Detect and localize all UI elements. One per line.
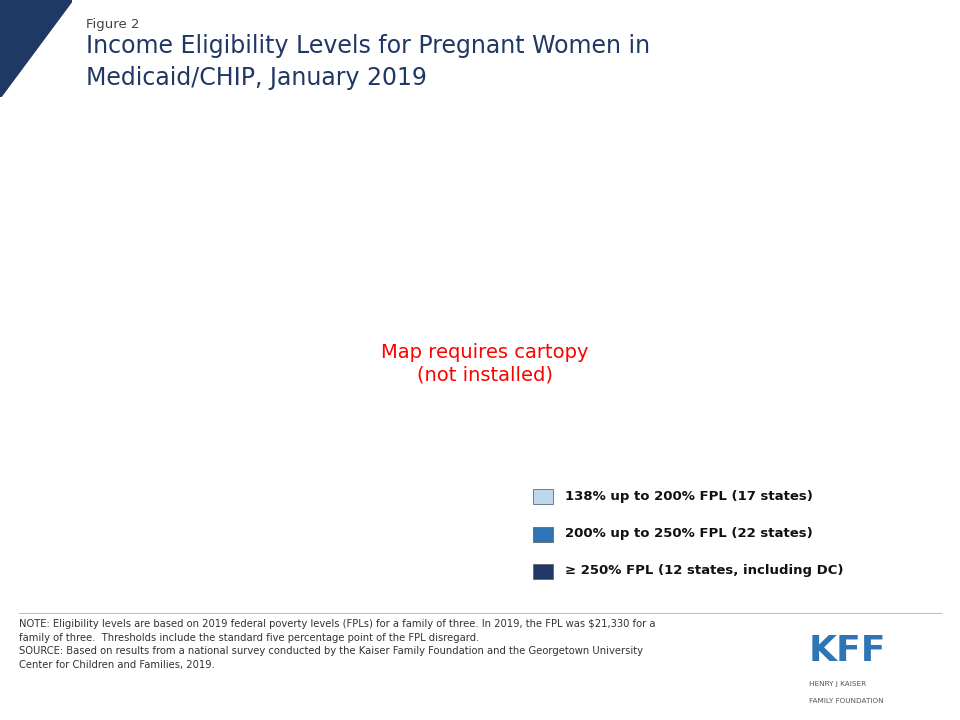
Text: KFF: KFF: [808, 634, 886, 668]
Text: ≥ 250% FPL (12 states, including DC): ≥ 250% FPL (12 states, including DC): [565, 564, 844, 577]
Text: Medicaid/CHIP, January 2019: Medicaid/CHIP, January 2019: [86, 66, 427, 90]
Text: 138% up to 200% FPL (17 states): 138% up to 200% FPL (17 states): [565, 490, 813, 503]
Polygon shape: [0, 0, 72, 97]
Text: 200% up to 250% FPL (22 states): 200% up to 250% FPL (22 states): [565, 527, 813, 540]
Text: FAMILY FOUNDATION: FAMILY FOUNDATION: [808, 698, 883, 704]
Text: Figure 2: Figure 2: [86, 18, 140, 31]
Text: Map requires cartopy
(not installed): Map requires cartopy (not installed): [381, 343, 588, 384]
Text: Income Eligibility Levels for Pregnant Women in: Income Eligibility Levels for Pregnant W…: [86, 34, 651, 58]
Text: NOTE: Eligibility levels are based on 2019 federal poverty levels (FPLs) for a f: NOTE: Eligibility levels are based on 20…: [19, 619, 656, 670]
Text: HENRY J KAISER: HENRY J KAISER: [808, 681, 866, 688]
